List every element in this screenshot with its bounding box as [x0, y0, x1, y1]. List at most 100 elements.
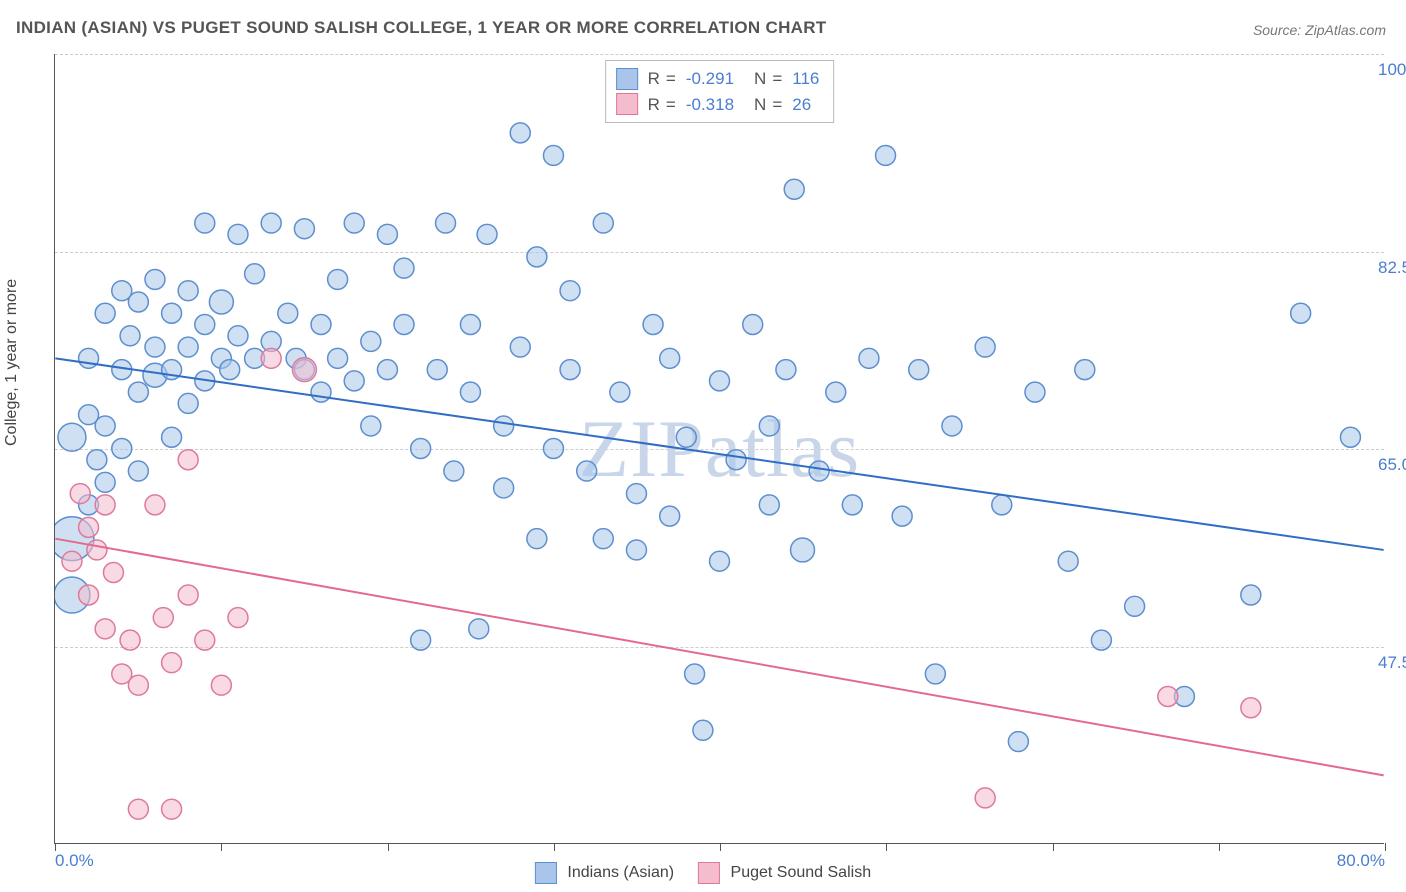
point-salish	[178, 450, 198, 470]
point-salish	[79, 585, 99, 605]
point-indians	[610, 382, 630, 402]
point-indians	[1091, 630, 1111, 650]
point-indians	[643, 315, 663, 335]
point-salish	[211, 675, 231, 695]
x-tick	[554, 843, 555, 851]
point-indians	[1340, 427, 1360, 447]
point-indians	[411, 439, 431, 459]
point-indians	[278, 303, 298, 323]
point-indians	[87, 450, 107, 470]
point-indians	[328, 269, 348, 289]
point-indians	[394, 258, 414, 278]
corr-r-label-1: R =	[648, 66, 676, 92]
corr-r-value-1: -0.291	[686, 66, 734, 92]
point-indians	[1125, 596, 1145, 616]
point-salish	[87, 540, 107, 560]
corr-r-value-2: -0.318	[686, 92, 734, 118]
legend-item-salish: Puget Sound Salish	[698, 862, 871, 884]
legend: Indians (Asian) Puget Sound Salish	[535, 862, 871, 884]
point-indians	[560, 281, 580, 301]
point-indians	[145, 269, 165, 289]
point-indians	[527, 529, 547, 549]
x-tick	[886, 843, 887, 851]
point-salish	[178, 585, 198, 605]
point-indians	[685, 664, 705, 684]
point-indians	[543, 439, 563, 459]
point-salish	[103, 562, 123, 582]
point-indians	[112, 439, 132, 459]
point-indians	[876, 145, 896, 165]
legend-label-indians: Indians (Asian)	[567, 864, 674, 881]
point-salish	[120, 630, 140, 650]
point-indians	[361, 331, 381, 351]
point-salish	[162, 799, 182, 819]
point-salish	[145, 495, 165, 515]
corr-n-label-2: N =	[754, 92, 782, 118]
point-indians	[693, 720, 713, 740]
point-indians	[859, 348, 879, 368]
point-indians	[195, 315, 215, 335]
point-indians	[120, 326, 140, 346]
point-salish	[1158, 686, 1178, 706]
point-salish	[95, 495, 115, 515]
point-indians	[436, 213, 456, 233]
point-salish	[292, 358, 316, 382]
point-indians	[593, 213, 613, 233]
x-tick	[1219, 843, 1220, 851]
point-indians	[1241, 585, 1261, 605]
point-indians	[527, 247, 547, 267]
point-indians	[128, 461, 148, 481]
point-indians	[344, 213, 364, 233]
point-salish	[95, 619, 115, 639]
point-indians	[361, 416, 381, 436]
point-indians	[195, 213, 215, 233]
point-indians	[79, 348, 99, 368]
point-indians	[660, 348, 680, 368]
point-indians	[178, 337, 198, 357]
point-indians	[162, 303, 182, 323]
point-indians	[228, 224, 248, 244]
point-indians	[344, 371, 364, 391]
point-indians	[543, 145, 563, 165]
point-salish	[162, 653, 182, 673]
point-indians	[311, 315, 331, 335]
point-indians	[925, 664, 945, 684]
point-indians	[128, 292, 148, 312]
point-indians	[975, 337, 995, 357]
correlation-box: R = -0.291 N = 116 R = -0.318 N	[605, 60, 835, 123]
corr-swatch-indians	[616, 68, 638, 90]
point-indians	[261, 213, 281, 233]
point-indians	[776, 360, 796, 380]
point-indians	[1075, 360, 1095, 380]
point-indians	[460, 315, 480, 335]
legend-item-indians: Indians (Asian)	[535, 862, 674, 884]
point-indians	[759, 495, 779, 515]
point-indians	[460, 382, 480, 402]
point-salish	[195, 630, 215, 650]
point-indians	[328, 348, 348, 368]
x-tick	[1053, 843, 1054, 851]
point-indians	[560, 360, 580, 380]
point-indians	[626, 484, 646, 504]
point-indians	[228, 326, 248, 346]
point-indians	[784, 179, 804, 199]
point-indians	[469, 619, 489, 639]
point-indians	[842, 495, 862, 515]
point-indians	[676, 427, 696, 447]
point-indians	[726, 450, 746, 470]
point-indians	[162, 427, 182, 447]
point-indians	[593, 529, 613, 549]
x-tick	[720, 843, 721, 851]
point-indians	[494, 478, 514, 498]
point-indians	[477, 224, 497, 244]
point-salish	[70, 484, 90, 504]
corr-n-value-2: 26	[792, 92, 811, 118]
chart-container: INDIAN (ASIAN) VS PUGET SOUND SALISH COL…	[0, 0, 1406, 892]
corr-swatch-salish	[616, 93, 638, 115]
point-indians	[444, 461, 464, 481]
point-indians	[510, 337, 530, 357]
point-indians	[510, 123, 530, 143]
point-indians	[178, 393, 198, 413]
legend-swatch-indians	[535, 862, 557, 884]
point-indians	[660, 506, 680, 526]
